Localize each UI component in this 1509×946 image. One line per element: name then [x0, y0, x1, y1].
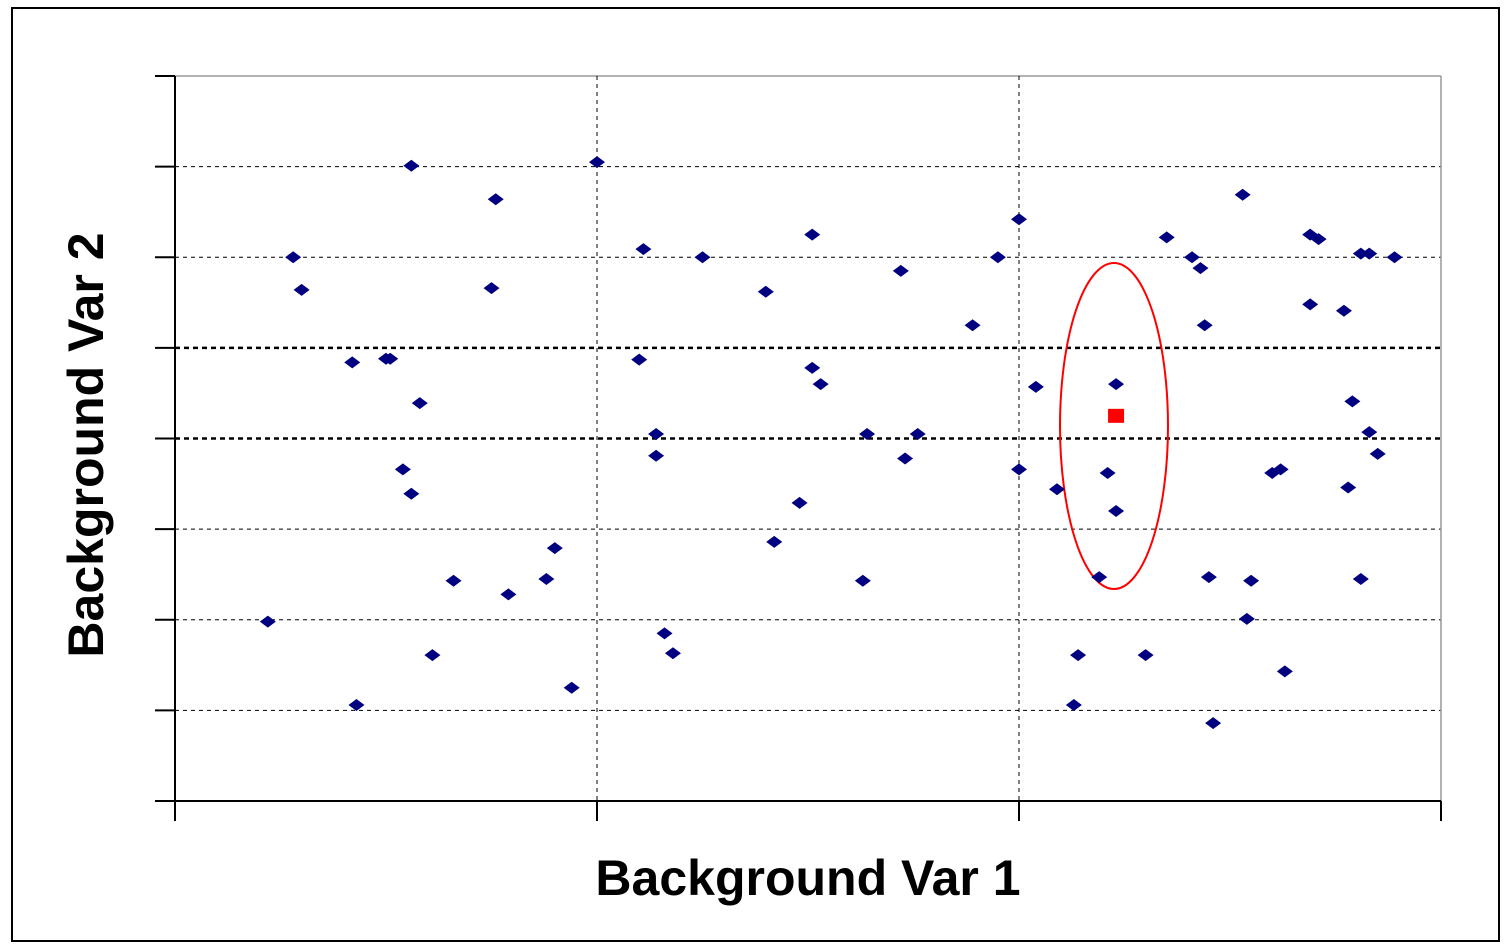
point: [1091, 571, 1108, 584]
point: [1344, 395, 1361, 408]
point: [897, 452, 914, 465]
point: [1048, 483, 1065, 496]
point: [1276, 665, 1293, 678]
point: [424, 649, 441, 662]
point: [631, 353, 648, 366]
point: [757, 285, 774, 298]
point: [766, 535, 783, 548]
point: [538, 572, 555, 585]
point: [394, 463, 411, 476]
point: [1196, 319, 1213, 332]
point: [1027, 380, 1044, 393]
point: [589, 156, 605, 169]
point: [1065, 698, 1082, 711]
point: [656, 627, 673, 640]
point: [1200, 571, 1217, 584]
point: [546, 542, 563, 555]
point: [1340, 481, 1357, 494]
point: [1205, 717, 1222, 730]
point: [791, 496, 808, 509]
point: [1310, 233, 1327, 246]
point: [1369, 447, 1386, 460]
point: [804, 228, 821, 241]
point: [500, 588, 517, 601]
point: [285, 251, 302, 264]
point: [1352, 572, 1369, 585]
point: [403, 487, 420, 500]
point: [648, 427, 665, 440]
point: [635, 243, 652, 256]
chart-frame: [11, 7, 1500, 942]
point: [1158, 231, 1175, 244]
point: [259, 615, 276, 628]
point: [1137, 649, 1154, 662]
point: [1192, 262, 1209, 275]
point: [1108, 408, 1125, 423]
point: [1361, 426, 1378, 439]
point: [1234, 188, 1251, 201]
point: [694, 251, 711, 264]
point: [563, 681, 580, 694]
point: [344, 356, 361, 369]
point: [411, 397, 428, 410]
point: [403, 159, 420, 172]
point: [892, 264, 909, 277]
point: [293, 283, 310, 296]
point: [804, 361, 821, 374]
point: [1184, 251, 1201, 264]
point: [1272, 463, 1289, 476]
point: [445, 574, 462, 587]
point: [664, 647, 681, 660]
point: [964, 319, 981, 332]
point: [1099, 466, 1116, 479]
highlight-ellipse: [1059, 262, 1169, 590]
point: [487, 193, 504, 206]
point: [1238, 612, 1255, 625]
point: [1243, 574, 1260, 587]
point: [812, 378, 829, 391]
y-axis-label: Background Var 2: [58, 232, 114, 657]
point: [1011, 213, 1027, 226]
point: [1011, 463, 1027, 476]
point: [989, 251, 1006, 264]
point: [1302, 298, 1319, 311]
point: [1352, 247, 1369, 260]
x-axis-label: Background Var 1: [595, 850, 1020, 906]
point: [348, 698, 365, 711]
point: [382, 352, 399, 365]
point: [1361, 247, 1378, 260]
point: [854, 574, 871, 587]
point: [1108, 505, 1125, 517]
point: [1108, 378, 1125, 391]
point: [909, 427, 926, 440]
point: [859, 427, 876, 440]
point: [1335, 304, 1352, 317]
point: [1070, 649, 1087, 662]
point: [1386, 251, 1403, 264]
point: [648, 449, 665, 462]
point: [483, 282, 500, 295]
